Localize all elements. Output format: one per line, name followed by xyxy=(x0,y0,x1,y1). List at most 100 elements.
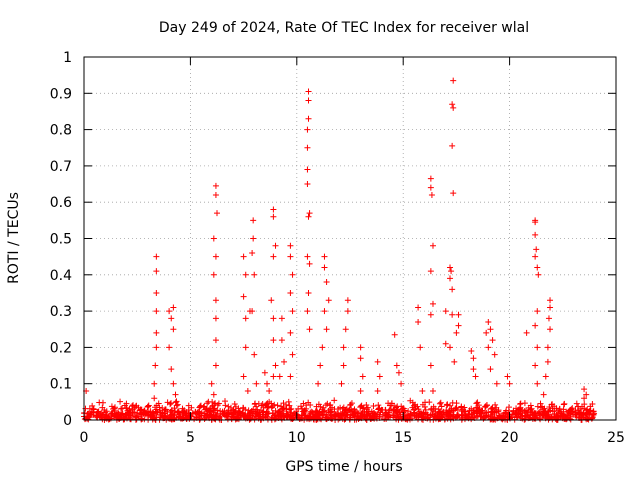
data-point xyxy=(360,404,367,411)
data-point xyxy=(147,412,154,419)
data-point xyxy=(115,411,122,418)
data-point xyxy=(330,412,337,419)
data-point xyxy=(532,362,539,369)
data-point xyxy=(340,344,347,351)
data-point xyxy=(289,351,296,358)
data-point xyxy=(487,366,494,373)
data-point xyxy=(210,271,217,278)
data-point xyxy=(442,340,449,347)
data-point xyxy=(393,408,400,415)
data-point xyxy=(162,406,169,413)
data-point xyxy=(272,415,279,422)
data-point xyxy=(556,405,563,412)
data-point xyxy=(262,412,269,419)
data-point xyxy=(260,404,267,411)
data-point xyxy=(448,268,455,275)
data-point xyxy=(94,408,101,415)
data-point xyxy=(560,411,567,418)
data-point xyxy=(250,217,257,224)
data-point xyxy=(554,413,561,420)
data-point xyxy=(411,409,418,416)
data-point xyxy=(305,115,312,122)
data-point xyxy=(274,402,281,409)
data-point xyxy=(269,403,276,410)
data-point xyxy=(428,405,435,412)
data-point xyxy=(447,264,454,271)
data-point xyxy=(323,409,330,416)
data-point xyxy=(86,413,93,420)
data-point xyxy=(519,406,526,413)
data-point xyxy=(81,416,88,423)
data-point xyxy=(559,412,566,419)
data-point xyxy=(253,403,260,410)
data-point xyxy=(343,405,350,412)
data-point xyxy=(531,410,538,417)
data-point xyxy=(527,402,534,409)
data-point xyxy=(184,414,191,421)
data-point xyxy=(214,210,220,217)
data-point xyxy=(317,362,324,369)
data-point xyxy=(563,408,570,415)
data-point xyxy=(172,399,179,406)
data-point xyxy=(573,400,580,407)
data-point xyxy=(270,409,277,416)
data-point xyxy=(488,405,495,412)
data-point xyxy=(275,411,282,418)
data-point xyxy=(328,415,335,422)
data-point xyxy=(305,289,312,296)
data-point xyxy=(108,403,115,410)
data-point xyxy=(99,399,106,406)
data-point xyxy=(183,409,190,416)
data-point xyxy=(361,408,368,415)
data-point xyxy=(540,391,547,398)
data-point xyxy=(427,311,434,318)
data-point xyxy=(492,401,499,408)
data-point xyxy=(305,88,312,95)
data-point xyxy=(207,408,214,415)
data-point xyxy=(212,297,219,304)
data-point xyxy=(313,407,320,414)
data-point xyxy=(453,404,460,411)
data-point xyxy=(279,406,286,413)
data-point xyxy=(212,337,219,344)
data-point xyxy=(152,362,159,369)
data-point xyxy=(485,344,492,351)
data-point xyxy=(212,253,219,260)
data-point xyxy=(90,405,97,412)
data-point xyxy=(197,403,204,410)
data-point xyxy=(307,409,314,416)
data-point xyxy=(483,409,490,416)
data-point xyxy=(319,344,326,351)
y-tick-label: 0.5 xyxy=(50,232,72,248)
data-point xyxy=(475,402,482,409)
data-point xyxy=(321,253,328,260)
data-point xyxy=(271,401,278,408)
y-tick-label: 0.2 xyxy=(50,340,72,356)
data-point xyxy=(391,402,398,409)
data-point xyxy=(549,414,556,421)
data-point xyxy=(470,366,477,373)
data-point xyxy=(151,395,158,402)
data-point xyxy=(427,268,434,275)
data-point xyxy=(168,407,175,414)
data-point xyxy=(236,408,243,415)
data-point xyxy=(438,411,445,418)
data-point xyxy=(240,293,247,300)
data-point xyxy=(244,387,251,394)
data-point xyxy=(523,407,530,414)
data-point xyxy=(280,400,287,407)
data-point xyxy=(434,411,441,418)
data-point xyxy=(528,405,535,412)
data-point xyxy=(272,242,279,249)
data-point xyxy=(324,400,331,407)
data-point xyxy=(89,402,96,409)
data-point xyxy=(417,344,424,351)
data-point xyxy=(544,344,551,351)
data-point xyxy=(510,411,517,418)
data-point xyxy=(344,411,351,418)
data-point xyxy=(280,413,287,420)
data-point xyxy=(347,401,354,408)
data-point xyxy=(243,413,250,420)
data-point xyxy=(249,308,256,315)
data-point xyxy=(459,412,466,419)
